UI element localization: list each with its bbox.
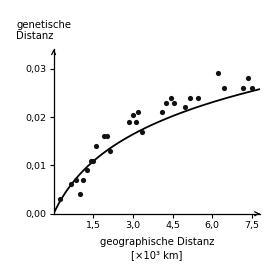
Point [131,112,135,117]
Point [94,144,98,148]
Point [88,158,93,163]
Point [108,149,113,153]
Point [215,71,220,76]
Point [58,197,62,201]
Point [222,86,226,90]
Point [160,110,164,114]
Point [164,100,168,105]
Point [246,76,250,81]
Text: geographische Distanz: geographische Distanz [100,237,214,247]
Text: genetische
Distanz: genetische Distanz [16,19,72,41]
Text: [×10³ km]: [×10³ km] [131,250,183,260]
Point [250,86,254,90]
Point [133,120,138,124]
Point [196,95,200,100]
Point [81,178,85,182]
Point [102,134,106,139]
Point [241,86,245,90]
Point [136,110,140,114]
Point [188,95,192,100]
Point [69,182,73,186]
Point [91,158,95,163]
Point [74,178,78,182]
Point [169,95,173,100]
Point [104,134,109,139]
Point [127,120,131,124]
Point [183,105,187,110]
Point [84,168,89,172]
Point [140,129,144,134]
Point [78,192,82,196]
Point [172,100,176,105]
